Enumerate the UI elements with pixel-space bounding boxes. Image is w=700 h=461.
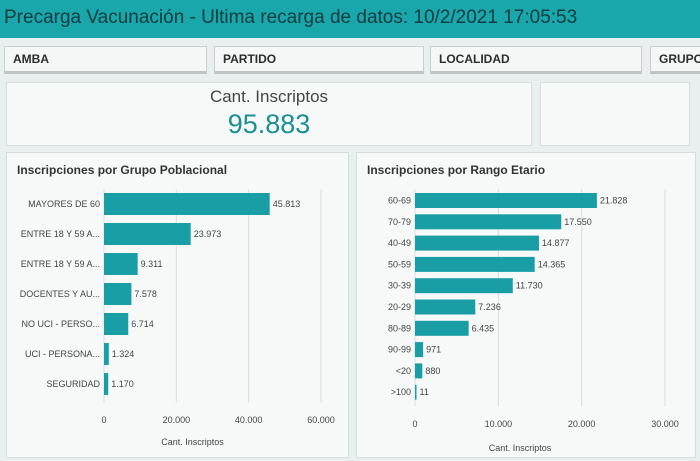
chart-panel-rango: Inscripciones por Rango Etario 0 10.000 20… [356,152,696,458]
category-label: 90-99 [388,345,411,355]
value-label: 21.828 [600,196,628,206]
category-label: MAYORES DE 60 [28,199,100,209]
value-label: 45.813 [273,199,301,209]
value-label: 6.714 [131,319,154,329]
value-label: 880 [425,366,440,376]
bar[interactable] [415,235,539,251]
category-label: 40-49 [388,238,411,248]
bar[interactable] [104,313,129,335]
bar[interactable] [415,256,535,272]
chart-grupo-poblacional: 0 20.000 40.000 60.000 MAYORES DE 60 45.813 EN… [20,189,335,447]
category-label: DOCENTES Y AU... [20,289,100,299]
x-axis-title: Cant. Inscriptos [161,437,224,447]
category-label: 70-79 [388,217,411,227]
category-label: NO UCI - PERSO... [21,319,100,329]
bar[interactable] [415,214,562,230]
kpi-label: Cant. Inscriptos [209,87,329,106]
kpi-panel-empty [540,82,690,146]
category-label: >100 [391,387,411,397]
kpi-value: 95.883 [227,109,311,139]
value-label: 7.578 [134,289,157,299]
category-label: <20 [396,366,411,376]
value-label: 11 [420,387,429,397]
bar[interactable] [104,343,109,365]
bar[interactable] [104,283,132,305]
bar[interactable] [415,342,424,358]
x-tick-label: 0 [101,415,106,425]
app-title-bar: Precarga Vacunación - Ultima recarga de … [0,0,700,38]
chart-panel-grupo: Inscripciones por Grupo Poblacional 0 20.… [6,152,349,458]
value-label: 23.973 [194,229,222,239]
value-label: 14.877 [542,238,570,248]
bar[interactable] [415,384,417,400]
value-label: 1.324 [112,349,135,359]
x-tick-label: 20.000 [163,415,191,425]
x-tick-label: 10.000 [485,419,513,429]
category-label: ENTRE 18 Y 59 A... [21,229,100,239]
category-label: 60-69 [388,196,411,206]
value-label: 1.170 [111,379,134,389]
value-label: 11.730 [516,281,543,291]
bar[interactable] [415,363,423,379]
category-label: 50-59 [388,259,411,269]
filter-grupo[interactable]: GRUPO [650,46,700,74]
filter-amba[interactable]: AMBA [4,46,207,74]
chart-title-rango: Inscripciones por Rango Etario [367,163,546,177]
value-label: 7.236 [478,302,501,312]
value-label: 9.311 [141,259,163,269]
bar[interactable] [415,193,597,208]
value-label: 17.550 [564,217,592,227]
bar[interactable] [104,373,109,395]
category-label: 30-39 [388,281,411,291]
x-tick-label: 0 [412,419,417,429]
filter-bar: AMBA PARTIDO LOCALIDAD GRUPO [0,42,700,76]
value-label: 6.435 [472,323,495,333]
app-title: Precarga Vacunación - Ultima recarga de … [4,7,578,28]
x-tick-label: 40.000 [235,415,263,425]
category-label: UCI - PERSONA... [25,349,100,359]
category-label: SEGURIDAD [46,379,100,389]
category-label: 20-29 [388,302,411,312]
kpi-panel: Cant. Inscriptos 95.883 [6,82,532,146]
value-label: 14.365 [538,259,566,269]
bar[interactable] [104,223,191,245]
x-tick-label: 60.000 [307,415,335,425]
bar[interactable] [104,253,138,275]
bar[interactable] [415,278,513,294]
bar[interactable] [415,299,476,315]
bar[interactable] [104,193,270,215]
chart-title-grupo: Inscripciones por Grupo Poblacional [17,163,228,177]
x-axis-title: Cant. Inscriptos [489,443,552,453]
x-tick-label: 30.000 [651,419,679,429]
category-label: 80-89 [388,323,411,333]
filter-partido[interactable]: PARTIDO [214,46,424,74]
category-label: ENTRE 18 Y 59 A... [21,259,100,269]
value-label: 971 [426,345,441,355]
chart-rango-etario: 0 10.000 20.000 30.000 60-69 21.828 70-79 17.55… [388,189,679,453]
x-tick-label: 20.000 [568,419,596,429]
bar[interactable] [415,320,469,336]
filter-localidad[interactable]: LOCALIDAD [430,46,642,74]
